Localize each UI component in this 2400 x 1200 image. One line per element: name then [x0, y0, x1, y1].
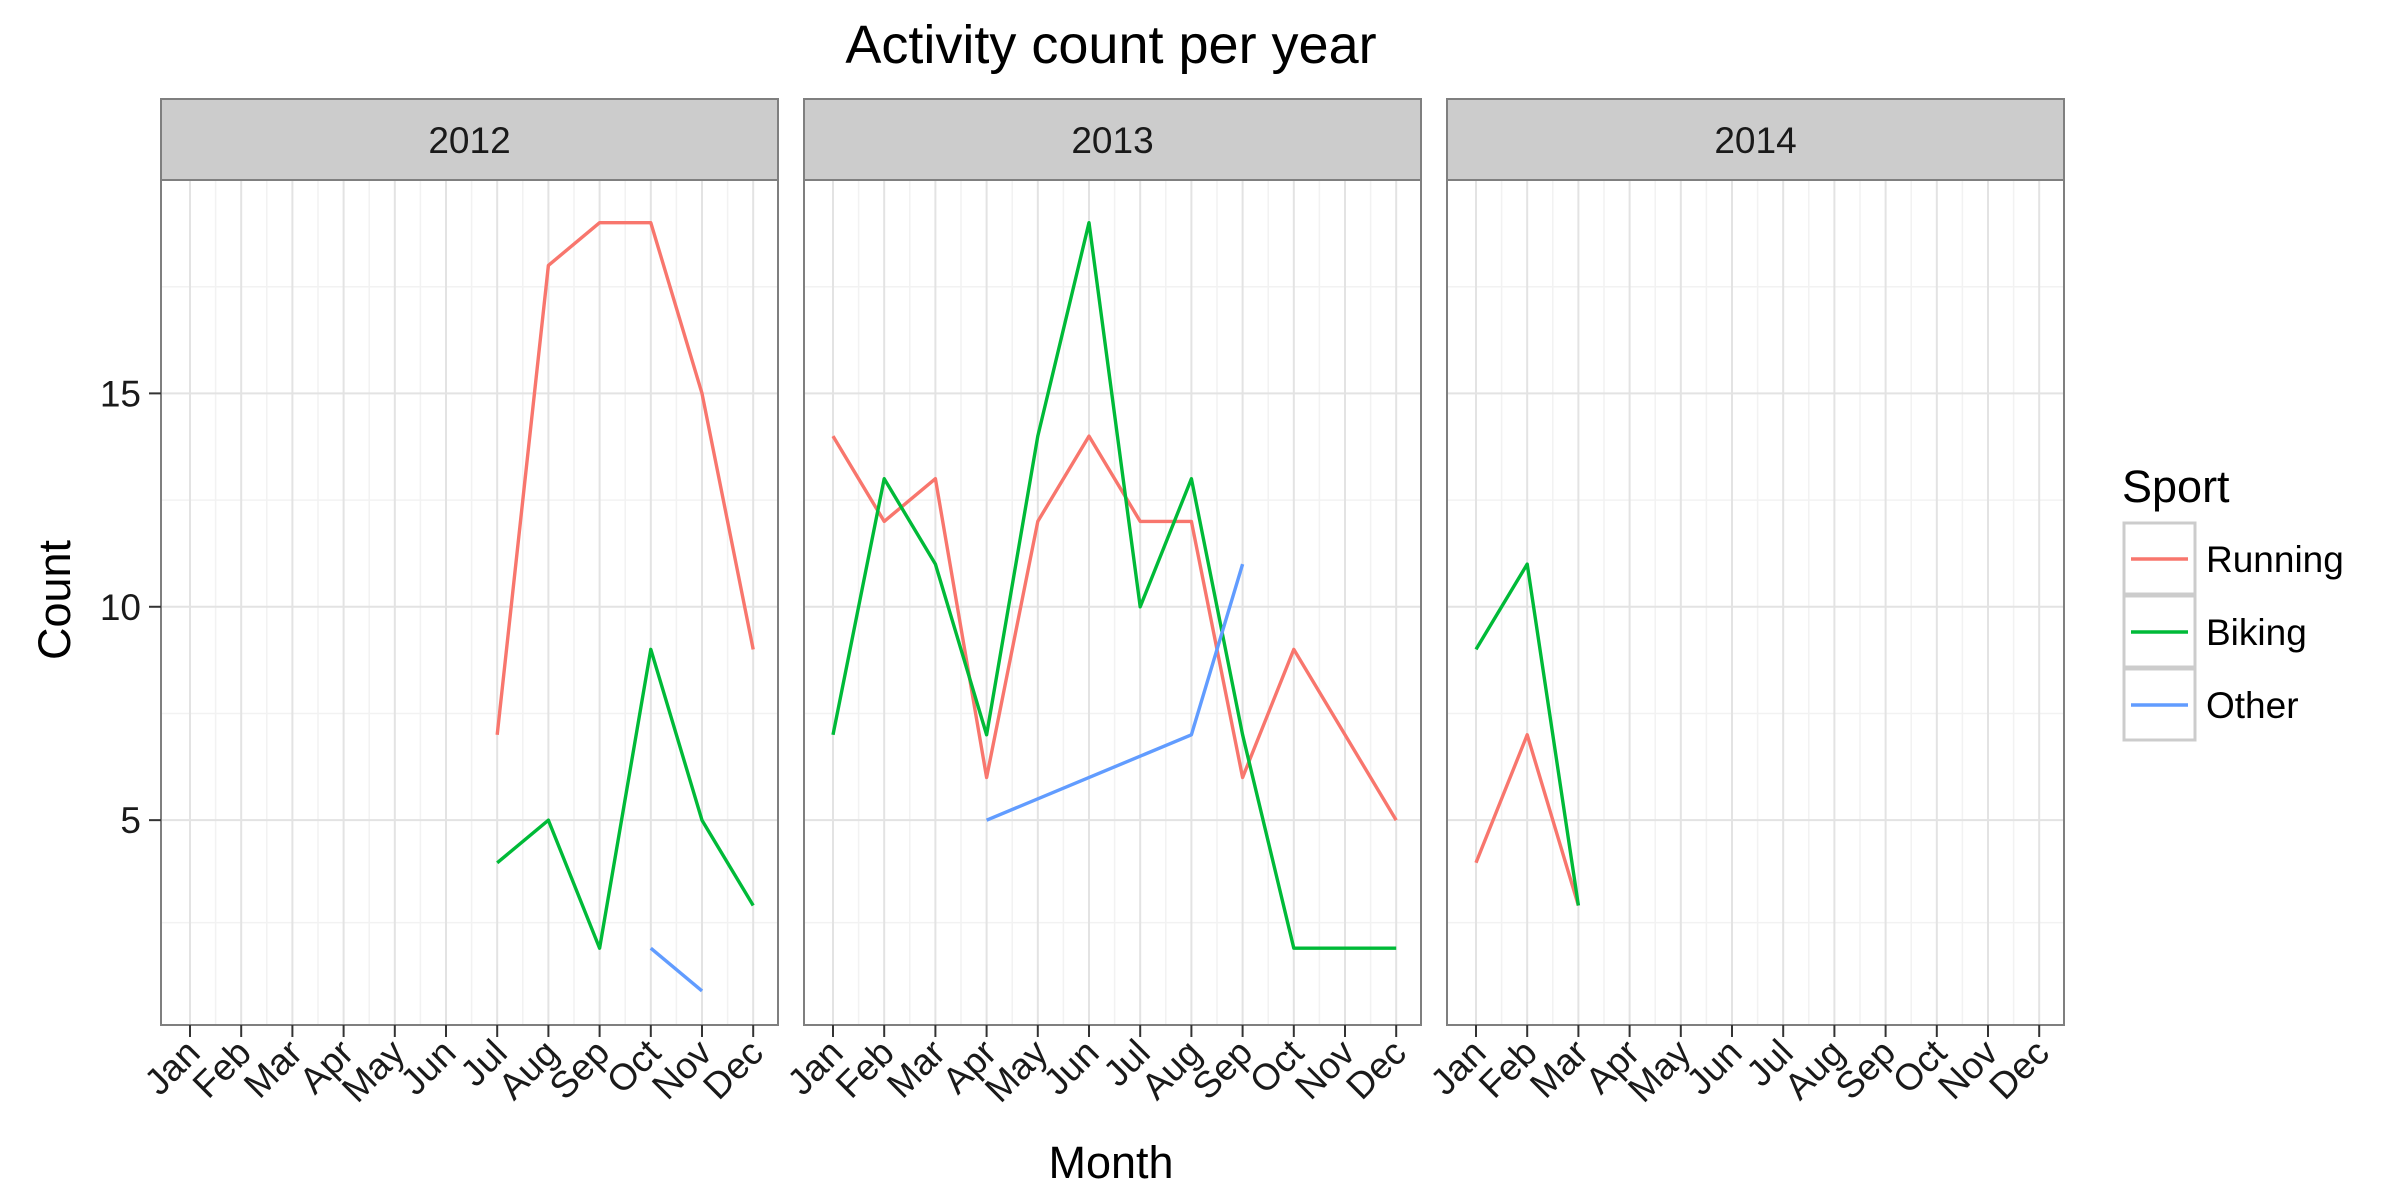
- panel-strip-label: 2012: [428, 120, 510, 161]
- panel-strip-label: 2013: [1071, 120, 1153, 161]
- panel-background: [804, 180, 1421, 1025]
- panel-border: [803, 179, 1422, 1026]
- panel-background: [161, 180, 778, 1025]
- series-line-running-2013: [831, 434, 1398, 822]
- legend-label: Biking: [2206, 612, 2307, 653]
- x-tick-label: Jun: [1678, 1032, 1749, 1103]
- x-tick-label: Dec: [695, 1032, 771, 1108]
- y-axis-title: Count: [29, 539, 80, 660]
- x-tick-label: Jun: [392, 1032, 463, 1103]
- series-line-biking-2012: [496, 647, 755, 950]
- series-line-other-2012: [649, 946, 704, 993]
- legend-item-other: Other: [2122, 667, 2299, 742]
- panel-strip: [1446, 98, 2065, 181]
- panel-strip: [160, 98, 779, 181]
- series-line-biking-2013: [831, 220, 1397, 950]
- series-line-biking-2014: [1474, 562, 1581, 906]
- panel-border: [1446, 179, 2065, 1026]
- panel-background: [1447, 180, 2064, 1025]
- legend-label: Other: [2206, 685, 2299, 726]
- legend-title: Sport: [2122, 461, 2230, 512]
- panel-border: [160, 179, 779, 1026]
- y-tick-label: 10: [100, 587, 141, 628]
- x-tick-label: Dec: [1338, 1032, 1414, 1108]
- y-axis: 5 10 15: [100, 373, 161, 841]
- series-line-other-2013: [985, 563, 1245, 822]
- legend-item-biking: Biking: [2122, 594, 2307, 669]
- y-tick-label: 15: [100, 373, 141, 414]
- series-line-running-2012: [495, 220, 755, 735]
- series-line-running-2014: [1474, 733, 1581, 906]
- legend: Sport Running Biking Other: [2122, 461, 2344, 742]
- legend-item-running: Running: [2122, 521, 2344, 596]
- panel-strip-label: 2014: [1714, 120, 1796, 161]
- chart-panels: 2012JanFebMarAprMayJunJulAugSepOctNovDec…: [136, 98, 2065, 1110]
- x-axis-title: Month: [1048, 1137, 1173, 1188]
- x-tick-label: Jun: [1035, 1032, 1106, 1103]
- chart-title: Activity count per year: [845, 15, 1376, 75]
- panel-strip: [803, 98, 1422, 181]
- legend-label: Running: [2206, 539, 2344, 580]
- x-tick-label: Dec: [1981, 1032, 2057, 1108]
- y-tick-label: 5: [120, 800, 141, 841]
